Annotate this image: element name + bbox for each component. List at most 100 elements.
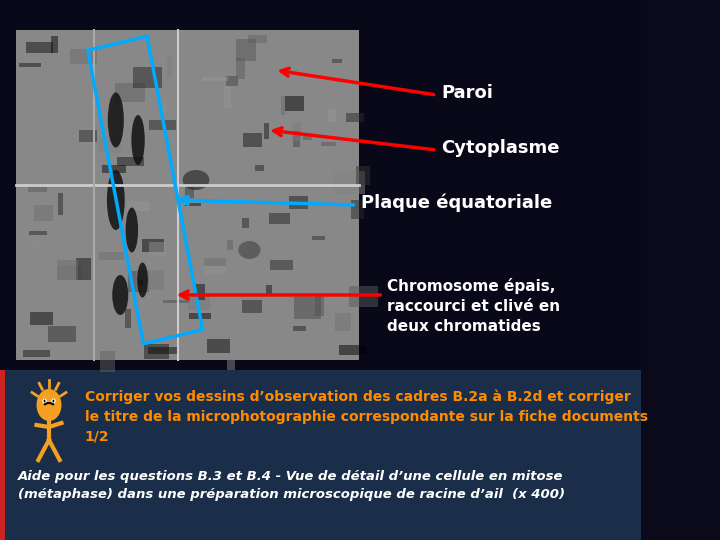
Bar xyxy=(225,86,230,108)
Text: Cytoplasme: Cytoplasme xyxy=(441,139,559,157)
Bar xyxy=(338,345,367,355)
Bar xyxy=(264,123,269,139)
Text: Paroi: Paroi xyxy=(441,84,492,102)
Bar xyxy=(243,133,261,147)
Bar xyxy=(70,49,97,64)
Bar xyxy=(0,370,642,540)
Bar xyxy=(19,64,41,66)
Bar xyxy=(149,119,176,130)
Text: Aide pour les questions B.3 et B.4 - Vue de détail d’une cellule en mitose
(méta: Aide pour les questions B.3 et B.4 - Vue… xyxy=(18,470,564,501)
Text: Chromosome épais,
raccourci et clivé en
deux chromatides: Chromosome épais, raccourci et clivé en … xyxy=(387,278,561,334)
Ellipse shape xyxy=(37,389,61,421)
Bar xyxy=(145,344,168,359)
Bar xyxy=(136,269,164,291)
Bar xyxy=(27,42,53,52)
Bar xyxy=(332,59,342,63)
Bar xyxy=(315,295,324,316)
Bar xyxy=(321,141,336,146)
Bar xyxy=(185,202,202,206)
Ellipse shape xyxy=(183,170,210,190)
Bar xyxy=(117,157,144,166)
Bar xyxy=(48,326,76,342)
Bar xyxy=(163,300,190,303)
Bar xyxy=(292,123,301,141)
Ellipse shape xyxy=(125,207,138,253)
Bar xyxy=(294,298,321,319)
Bar xyxy=(23,350,50,357)
Ellipse shape xyxy=(51,399,55,403)
Bar xyxy=(76,258,91,280)
Bar xyxy=(102,165,126,173)
Bar xyxy=(149,242,166,256)
Bar xyxy=(312,235,325,240)
Bar xyxy=(34,205,53,221)
Ellipse shape xyxy=(138,262,148,298)
Bar xyxy=(97,137,122,153)
Bar xyxy=(29,231,47,235)
Bar xyxy=(204,258,226,266)
Bar xyxy=(248,36,266,43)
Bar xyxy=(57,260,78,280)
Bar xyxy=(236,39,256,60)
Bar xyxy=(202,77,228,81)
Bar xyxy=(28,184,48,192)
Bar xyxy=(236,58,245,79)
Bar xyxy=(166,56,171,78)
Bar xyxy=(148,347,177,354)
Bar xyxy=(285,96,304,111)
Bar xyxy=(57,265,82,280)
Bar xyxy=(243,300,261,313)
Bar xyxy=(328,109,336,122)
Bar xyxy=(266,285,272,295)
Ellipse shape xyxy=(112,275,128,315)
Bar xyxy=(293,131,300,147)
Bar xyxy=(138,280,143,286)
Bar xyxy=(302,136,312,140)
Bar xyxy=(281,96,286,115)
Ellipse shape xyxy=(53,400,54,402)
Bar xyxy=(255,165,264,171)
Bar xyxy=(27,240,40,253)
Bar xyxy=(79,130,97,142)
Bar xyxy=(58,193,63,214)
Ellipse shape xyxy=(42,399,47,403)
Bar xyxy=(99,252,124,260)
Bar xyxy=(228,240,233,250)
Bar xyxy=(159,103,167,113)
Bar xyxy=(127,201,150,212)
Bar xyxy=(293,326,306,331)
Bar xyxy=(184,186,194,198)
Bar xyxy=(16,30,359,360)
Bar xyxy=(348,286,378,307)
Bar xyxy=(270,260,293,270)
Ellipse shape xyxy=(44,400,45,402)
Bar xyxy=(346,113,364,122)
Text: Plaque équatoriale: Plaque équatoriale xyxy=(361,194,552,212)
Bar xyxy=(142,239,163,252)
Ellipse shape xyxy=(131,115,145,165)
Bar xyxy=(227,357,235,370)
Ellipse shape xyxy=(107,170,125,230)
Bar xyxy=(0,370,5,540)
Bar xyxy=(127,271,149,292)
Bar xyxy=(336,313,351,332)
Bar xyxy=(334,171,365,193)
Bar xyxy=(356,166,370,185)
Bar xyxy=(289,196,308,209)
Bar xyxy=(133,68,162,88)
Bar xyxy=(50,36,58,53)
Bar xyxy=(195,284,205,300)
Bar xyxy=(188,293,210,310)
Bar xyxy=(226,76,238,86)
Text: Corriger vos dessins d’observation des cadres B.2a à B.2d et corriger
le titre d: Corriger vos dessins d’observation des c… xyxy=(85,390,647,443)
Bar xyxy=(115,83,145,103)
Ellipse shape xyxy=(238,241,261,259)
Bar xyxy=(204,266,227,274)
Bar xyxy=(207,339,230,353)
Bar xyxy=(0,0,642,370)
Bar xyxy=(125,309,130,328)
Bar xyxy=(242,218,248,228)
Bar xyxy=(269,213,290,224)
Bar xyxy=(351,200,364,219)
Bar xyxy=(189,313,211,319)
